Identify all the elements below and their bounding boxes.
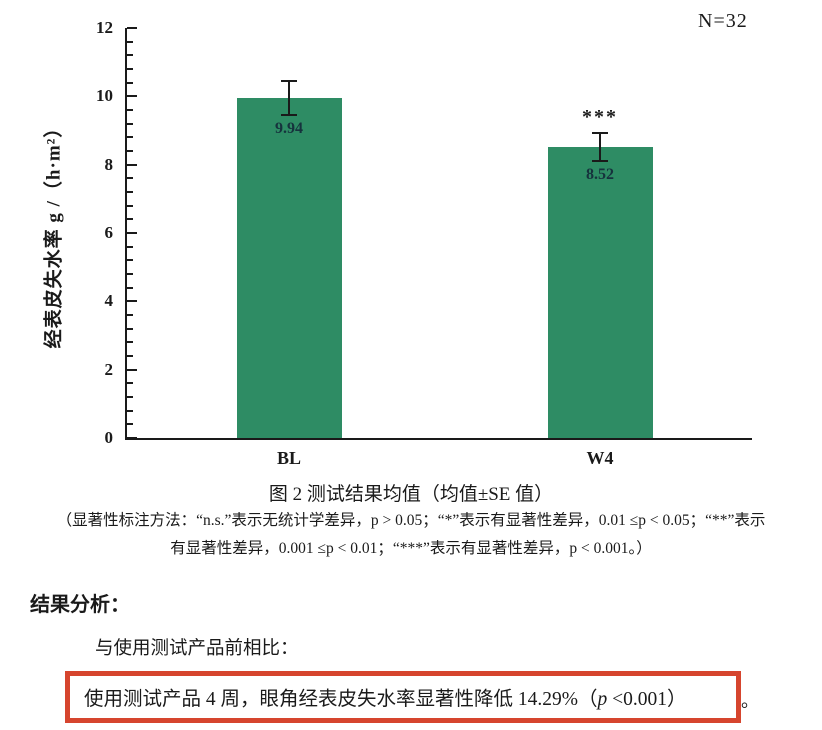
y-minor-tick [127, 355, 133, 357]
y-minor-tick [127, 150, 133, 152]
bar-bl [236, 98, 342, 438]
y-minor-tick [127, 177, 133, 180]
error-bar-line-bl [288, 81, 290, 116]
y-tick-label: 6 [104, 223, 114, 242]
y-major-tick [127, 437, 137, 439]
y-minor-tick [127, 109, 133, 111]
y-tick-label: 4 [104, 291, 114, 311]
y-minor-tick [127, 273, 133, 275]
y-minor-tick [127, 204, 133, 207]
x-category-label-bl: BL [276, 448, 301, 468]
y-tick-label: 10 [96, 86, 113, 106]
trailing-period: 。 [741, 691, 759, 711]
y-minor-tick [127, 314, 133, 316]
note-line-2: 有显著性差异，0.001 ≤p < 0.01；“***”表示有显著性差异，p <… [170, 540, 652, 557]
y-minor-tick [127, 396, 133, 398]
y-minor-tick [127, 191, 133, 193]
y-minor-tick [127, 341, 133, 344]
y-minor-tick [127, 54, 133, 57]
plot-area: 0 2 4 6 8 10 12 9.94 BL 8.52 *** W4 [96, 18, 752, 468]
significance-label: *** [582, 105, 618, 128]
error-bar-cap-bottom [281, 114, 297, 117]
analysis-heading: 结果分析： [30, 594, 130, 616]
y-minor-tick [127, 218, 133, 221]
y-minor-tick [127, 122, 133, 125]
y-minor-tick [127, 68, 133, 70]
y-tick-label: 2 [104, 359, 114, 379]
p-symbol: p [597, 689, 608, 710]
y-major-tick [127, 232, 137, 234]
y-axis-line [125, 28, 127, 440]
figure-2-bar-chart: N=32 经表皮失水率 g /（h·m²） 0 2 4 6 8 10 12 9.94 BL 8.5… [44, 10, 752, 468]
y-minor-tick [127, 286, 133, 289]
figure-caption: 图 2 测试结果均值（均值±SE 值） [268, 484, 554, 505]
y-minor-tick [127, 40, 133, 43]
error-bar-cap-bottom [592, 160, 608, 163]
error-bar-cap-top [281, 80, 297, 83]
sample-size-label: N=32 [698, 10, 748, 32]
y-minor-tick [127, 245, 133, 248]
x-category-label-w4: W4 [586, 448, 614, 468]
note-line-1: （显著性标注方法：“n.s.”表示无统计学差异，p > 0.05；“*”表示有显… [56, 512, 766, 529]
conclusion-text-1: 使用测试产品 4 周，眼角经表皮失水率显著性降低 14.29%（ [84, 689, 598, 710]
bar-value-label: 8.52 [586, 166, 614, 184]
y-major-tick [127, 163, 137, 166]
y-tick-label: 8 [104, 154, 114, 174]
y-minor-tick [127, 382, 133, 385]
figure-note: （显著性标注方法：“n.s.”表示无统计学差异，p > 0.05；“*”表示有显… [0, 507, 822, 563]
x-axis-line [125, 438, 752, 440]
highlighted-conclusion: 使用测试产品 4 周，眼角经表皮失水率显著性降低 14.29%（p <0.001… [65, 671, 741, 723]
conclusion-row: 使用测试产品 4 周，眼角经表皮失水率显著性降低 14.29%（p <0.001… [65, 671, 759, 723]
analysis-intro: 与使用测试产品前相比： [95, 639, 299, 659]
y-major-tick [127, 300, 137, 303]
y-minor-tick [127, 259, 133, 262]
bar-w4 [547, 146, 653, 438]
bar-value-label: 9.94 [275, 120, 303, 138]
error-bar-line-w4 [599, 132, 601, 162]
y-minor-tick [127, 423, 133, 426]
y-minor-tick [127, 327, 133, 330]
y-major-tick [127, 27, 137, 29]
y-tick-label: 0 [104, 428, 114, 447]
y-minor-tick [127, 409, 133, 412]
y-tick-label: 12 [96, 18, 113, 37]
conclusion-text-2: <0.001） [607, 689, 687, 710]
y-minor-tick [127, 81, 133, 84]
y-major-tick [127, 95, 137, 98]
y-minor-tick [127, 136, 133, 139]
y-major-tick [127, 368, 137, 371]
error-bar-cap-top [592, 131, 608, 134]
